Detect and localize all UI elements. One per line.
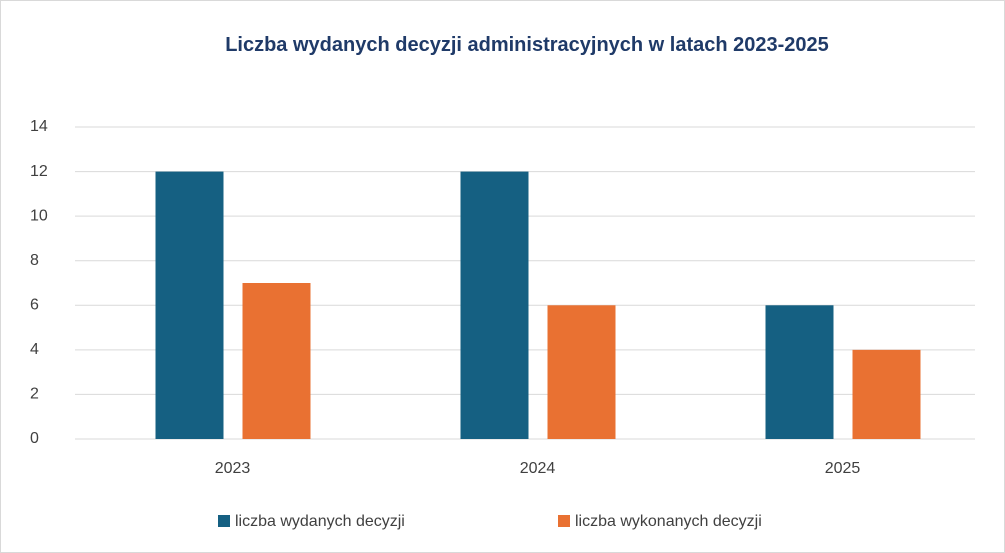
y-tick-label: 8 (30, 252, 39, 269)
legend-label: liczba wydanych decyzji (235, 513, 405, 530)
chart-title: Liczba wydanych decyzji administracyjnyc… (225, 34, 829, 56)
legend-label: liczba wykonanych decyzji (575, 513, 762, 530)
y-tick-label: 4 (30, 341, 39, 358)
y-tick-label: 12 (30, 163, 48, 180)
bar (242, 283, 311, 439)
bar (460, 171, 529, 440)
legend-swatch (558, 515, 570, 527)
x-tick-label: 2025 (825, 460, 861, 477)
x-tick-label: 2024 (520, 460, 556, 477)
y-tick-label: 0 (30, 430, 39, 447)
bar (852, 349, 921, 439)
x-tick-label: 2023 (215, 460, 251, 477)
bar (765, 305, 834, 439)
y-tick-label: 10 (30, 207, 48, 224)
bar (547, 305, 616, 439)
bar (155, 171, 224, 440)
y-tick-label: 2 (30, 386, 39, 403)
legend-swatch (218, 515, 230, 527)
y-tick-label: 14 (30, 118, 48, 135)
y-tick-label: 6 (30, 297, 39, 314)
